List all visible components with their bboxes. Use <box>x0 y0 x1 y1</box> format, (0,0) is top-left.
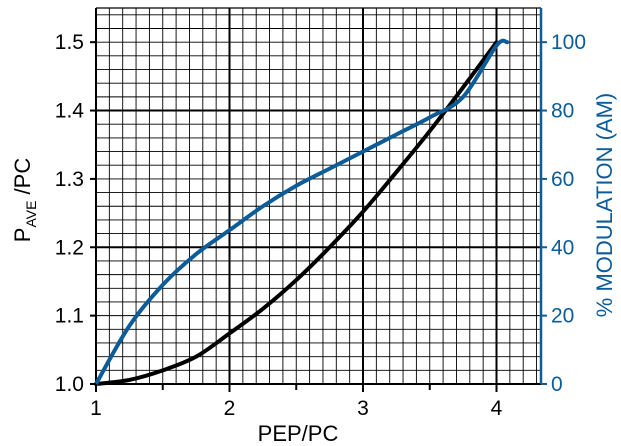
right-tick-label: 20 <box>551 305 574 328</box>
series-line-black <box>94 40 499 386</box>
series-line-blue <box>94 38 510 386</box>
bottom-tick-label: 1 <box>90 397 102 420</box>
left-tick-label: 1.1 <box>55 305 84 328</box>
left-tick-label: 1.4 <box>55 100 85 123</box>
left-tick-label: 1.3 <box>55 168 84 191</box>
right-axis-ticks: 0 20 40 60 80 100 <box>541 31 586 396</box>
series-layer <box>94 38 510 386</box>
left-axis-title: PAVE /PC <box>10 158 39 243</box>
grid-minor <box>95 8 541 385</box>
left-tick-label: 1.2 <box>55 236 84 259</box>
left-axis-ticks: 1.0 1.1 1.2 1.3 1.4 1.5 <box>55 31 96 396</box>
bottom-tick-label: 3 <box>357 397 369 420</box>
right-tick-label: 60 <box>551 168 574 191</box>
grid-major <box>95 8 541 384</box>
bottom-tick-label: 2 <box>224 397 236 420</box>
right-tick-label: 100 <box>551 31 586 54</box>
right-tick-label: 80 <box>551 100 574 123</box>
bottom-axis-ticks: 1 2 3 4 <box>90 384 503 420</box>
right-tick-label: 40 <box>551 236 574 259</box>
x-axis-title: PEP/PC <box>258 421 339 446</box>
plot-frame <box>95 7 543 385</box>
left-tick-label: 1.5 <box>55 31 84 54</box>
right-tick-label: 0 <box>551 373 563 396</box>
left-tick-label: 1.0 <box>55 373 84 396</box>
right-axis-title: % MODULATION (AM) <box>592 93 617 317</box>
bottom-tick-label: 4 <box>491 397 503 420</box>
